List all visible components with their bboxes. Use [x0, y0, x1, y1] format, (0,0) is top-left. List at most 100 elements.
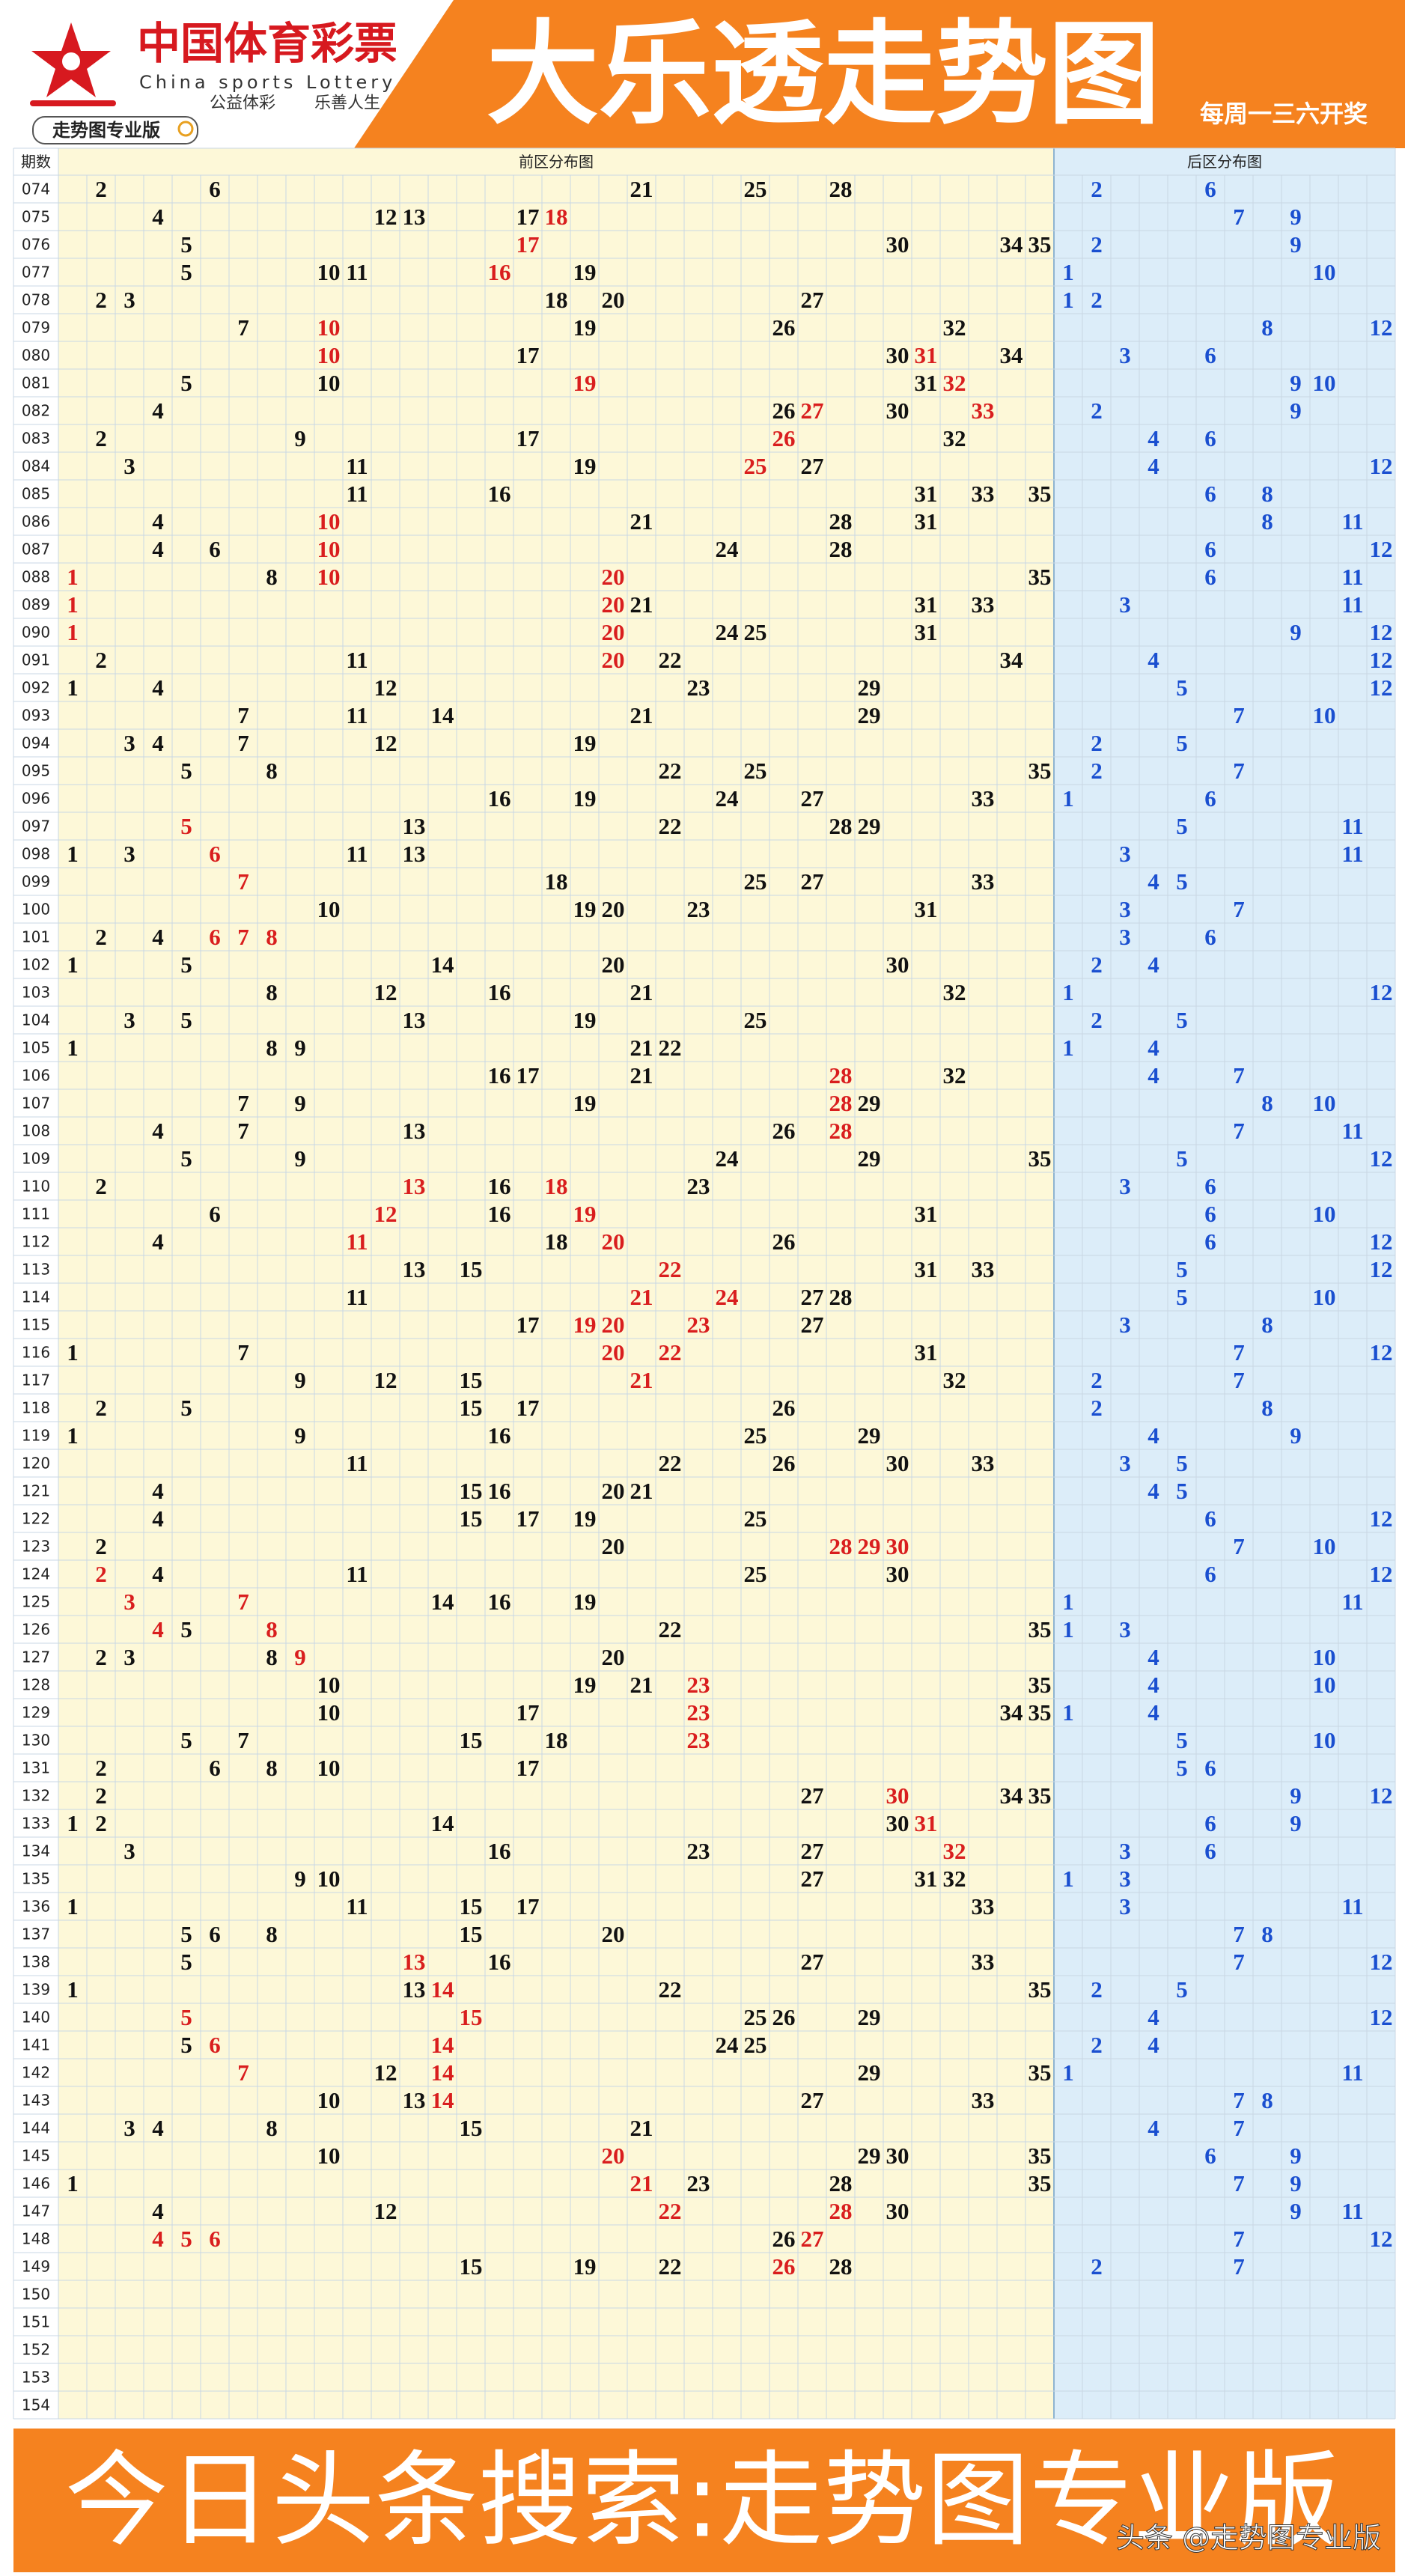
issue: 129	[22, 1704, 50, 1722]
front-number: 27	[801, 1782, 824, 1809]
front-number: 4	[152, 204, 164, 230]
badge: 走势图专业版	[52, 120, 160, 141]
front-number: 28	[829, 2198, 853, 2224]
front-number: 9	[294, 425, 306, 451]
issue: 082	[22, 402, 50, 420]
back-number: 3	[1119, 924, 1131, 950]
front-number: 16	[488, 1422, 511, 1449]
front-number: 35	[1028, 1145, 1052, 1172]
title: 大乐透走势图	[487, 10, 1160, 140]
front-number: 23	[687, 896, 710, 922]
front-number: 24	[716, 2032, 739, 2058]
front-number: 4	[152, 924, 164, 950]
back-number: 5	[1176, 730, 1188, 756]
issue: 116	[22, 1344, 50, 1362]
back-number: 12	[1370, 619, 1393, 645]
back-number: 10	[1313, 1284, 1336, 1310]
front-number: 27	[801, 2226, 824, 2252]
front-number: 32	[943, 314, 966, 341]
back-number: 1	[1062, 1699, 1074, 1726]
back-number: 5	[1176, 1284, 1188, 1310]
issue: 138	[22, 1953, 50, 1971]
front-number: 1	[67, 1422, 79, 1449]
back-number: 2	[1091, 951, 1103, 978]
front-number: 6	[209, 536, 221, 562]
front-number: 5	[180, 2004, 192, 2030]
front-number: 21	[630, 176, 653, 202]
front-number: 19	[573, 896, 597, 922]
front-number: 32	[943, 1062, 966, 1088]
logo-dot	[62, 52, 80, 70]
back-number: 10	[1313, 1533, 1336, 1559]
front-number: 11	[346, 647, 368, 673]
front-number: 15	[460, 1395, 483, 1421]
issue: 128	[22, 1676, 50, 1694]
front-number: 2	[95, 924, 107, 950]
front-number: 13	[403, 1173, 426, 1199]
front-number: 8	[266, 2115, 278, 2141]
front-number: 35	[1028, 1672, 1052, 1698]
front-number: 28	[829, 1118, 853, 1144]
front-number: 30	[886, 1450, 909, 1476]
front-number: 12	[374, 675, 397, 701]
front-number: 28	[829, 1284, 853, 1310]
front-number: 33	[972, 398, 995, 424]
issue: 126	[22, 1621, 50, 1639]
front-number: 4	[152, 1118, 164, 1144]
back-number: 8	[1261, 481, 1273, 507]
front-number: 17	[516, 425, 540, 451]
back-number: 9	[1290, 370, 1302, 396]
issue: 136	[22, 1898, 50, 1916]
issue: 111	[22, 1205, 50, 1223]
issue: 086	[22, 513, 50, 531]
front-number: 32	[943, 370, 966, 396]
back-number: 12	[1370, 314, 1393, 341]
header-banner	[354, 0, 1405, 148]
front-number: 29	[858, 1422, 881, 1449]
front-number: 11	[346, 1450, 368, 1476]
issue: 076	[22, 236, 50, 254]
issue: 085	[22, 485, 50, 503]
front-number: 5	[180, 2032, 192, 2058]
back-number: 6	[1204, 1755, 1216, 1781]
back-number: 12	[1370, 979, 1393, 1005]
issue: 099	[22, 873, 50, 891]
front-number: 28	[829, 1062, 853, 1088]
back-number: 11	[1341, 2198, 1363, 2224]
front-number: 29	[858, 1533, 881, 1559]
issue: 120	[22, 1455, 50, 1473]
front-number: 22	[659, 1339, 682, 1365]
brand-en: China sports Lottery	[139, 72, 396, 93]
front-number: 21	[630, 508, 653, 535]
back-number: 5	[1176, 1450, 1188, 1476]
front-number: 6	[209, 1921, 221, 1947]
front-number: 27	[801, 1312, 824, 1338]
front-number: 31	[915, 619, 938, 645]
front-number: 26	[772, 2004, 796, 2030]
front-number: 15	[460, 1478, 483, 1504]
front-number: 21	[630, 702, 653, 728]
back-number: 7	[1233, 204, 1245, 230]
front-number: 7	[237, 924, 249, 950]
front-number: 30	[886, 1810, 909, 1836]
back-number: 9	[1290, 619, 1302, 645]
front-number: 2	[95, 176, 107, 202]
back-number: 5	[1176, 675, 1188, 701]
front-number: 29	[858, 675, 881, 701]
front-number: 28	[829, 1090, 853, 1116]
back-number: 4	[1148, 1644, 1159, 1670]
issue: 154	[22, 2396, 50, 2414]
front-number: 5	[180, 2226, 192, 2252]
front-number: 5	[180, 259, 192, 285]
issue: 084	[22, 457, 50, 475]
front-number: 10	[317, 1866, 341, 1892]
issue: 108	[22, 1122, 50, 1140]
back-number: 7	[1233, 2087, 1245, 2113]
front-number: 23	[687, 1672, 710, 1698]
front-number: 15	[460, 2253, 483, 2280]
back-number: 2	[1091, 398, 1103, 424]
back-number: 7	[1233, 1339, 1245, 1365]
issue: 147	[22, 2202, 50, 2220]
front-number: 29	[858, 2143, 881, 2169]
issue: 080	[22, 347, 50, 365]
